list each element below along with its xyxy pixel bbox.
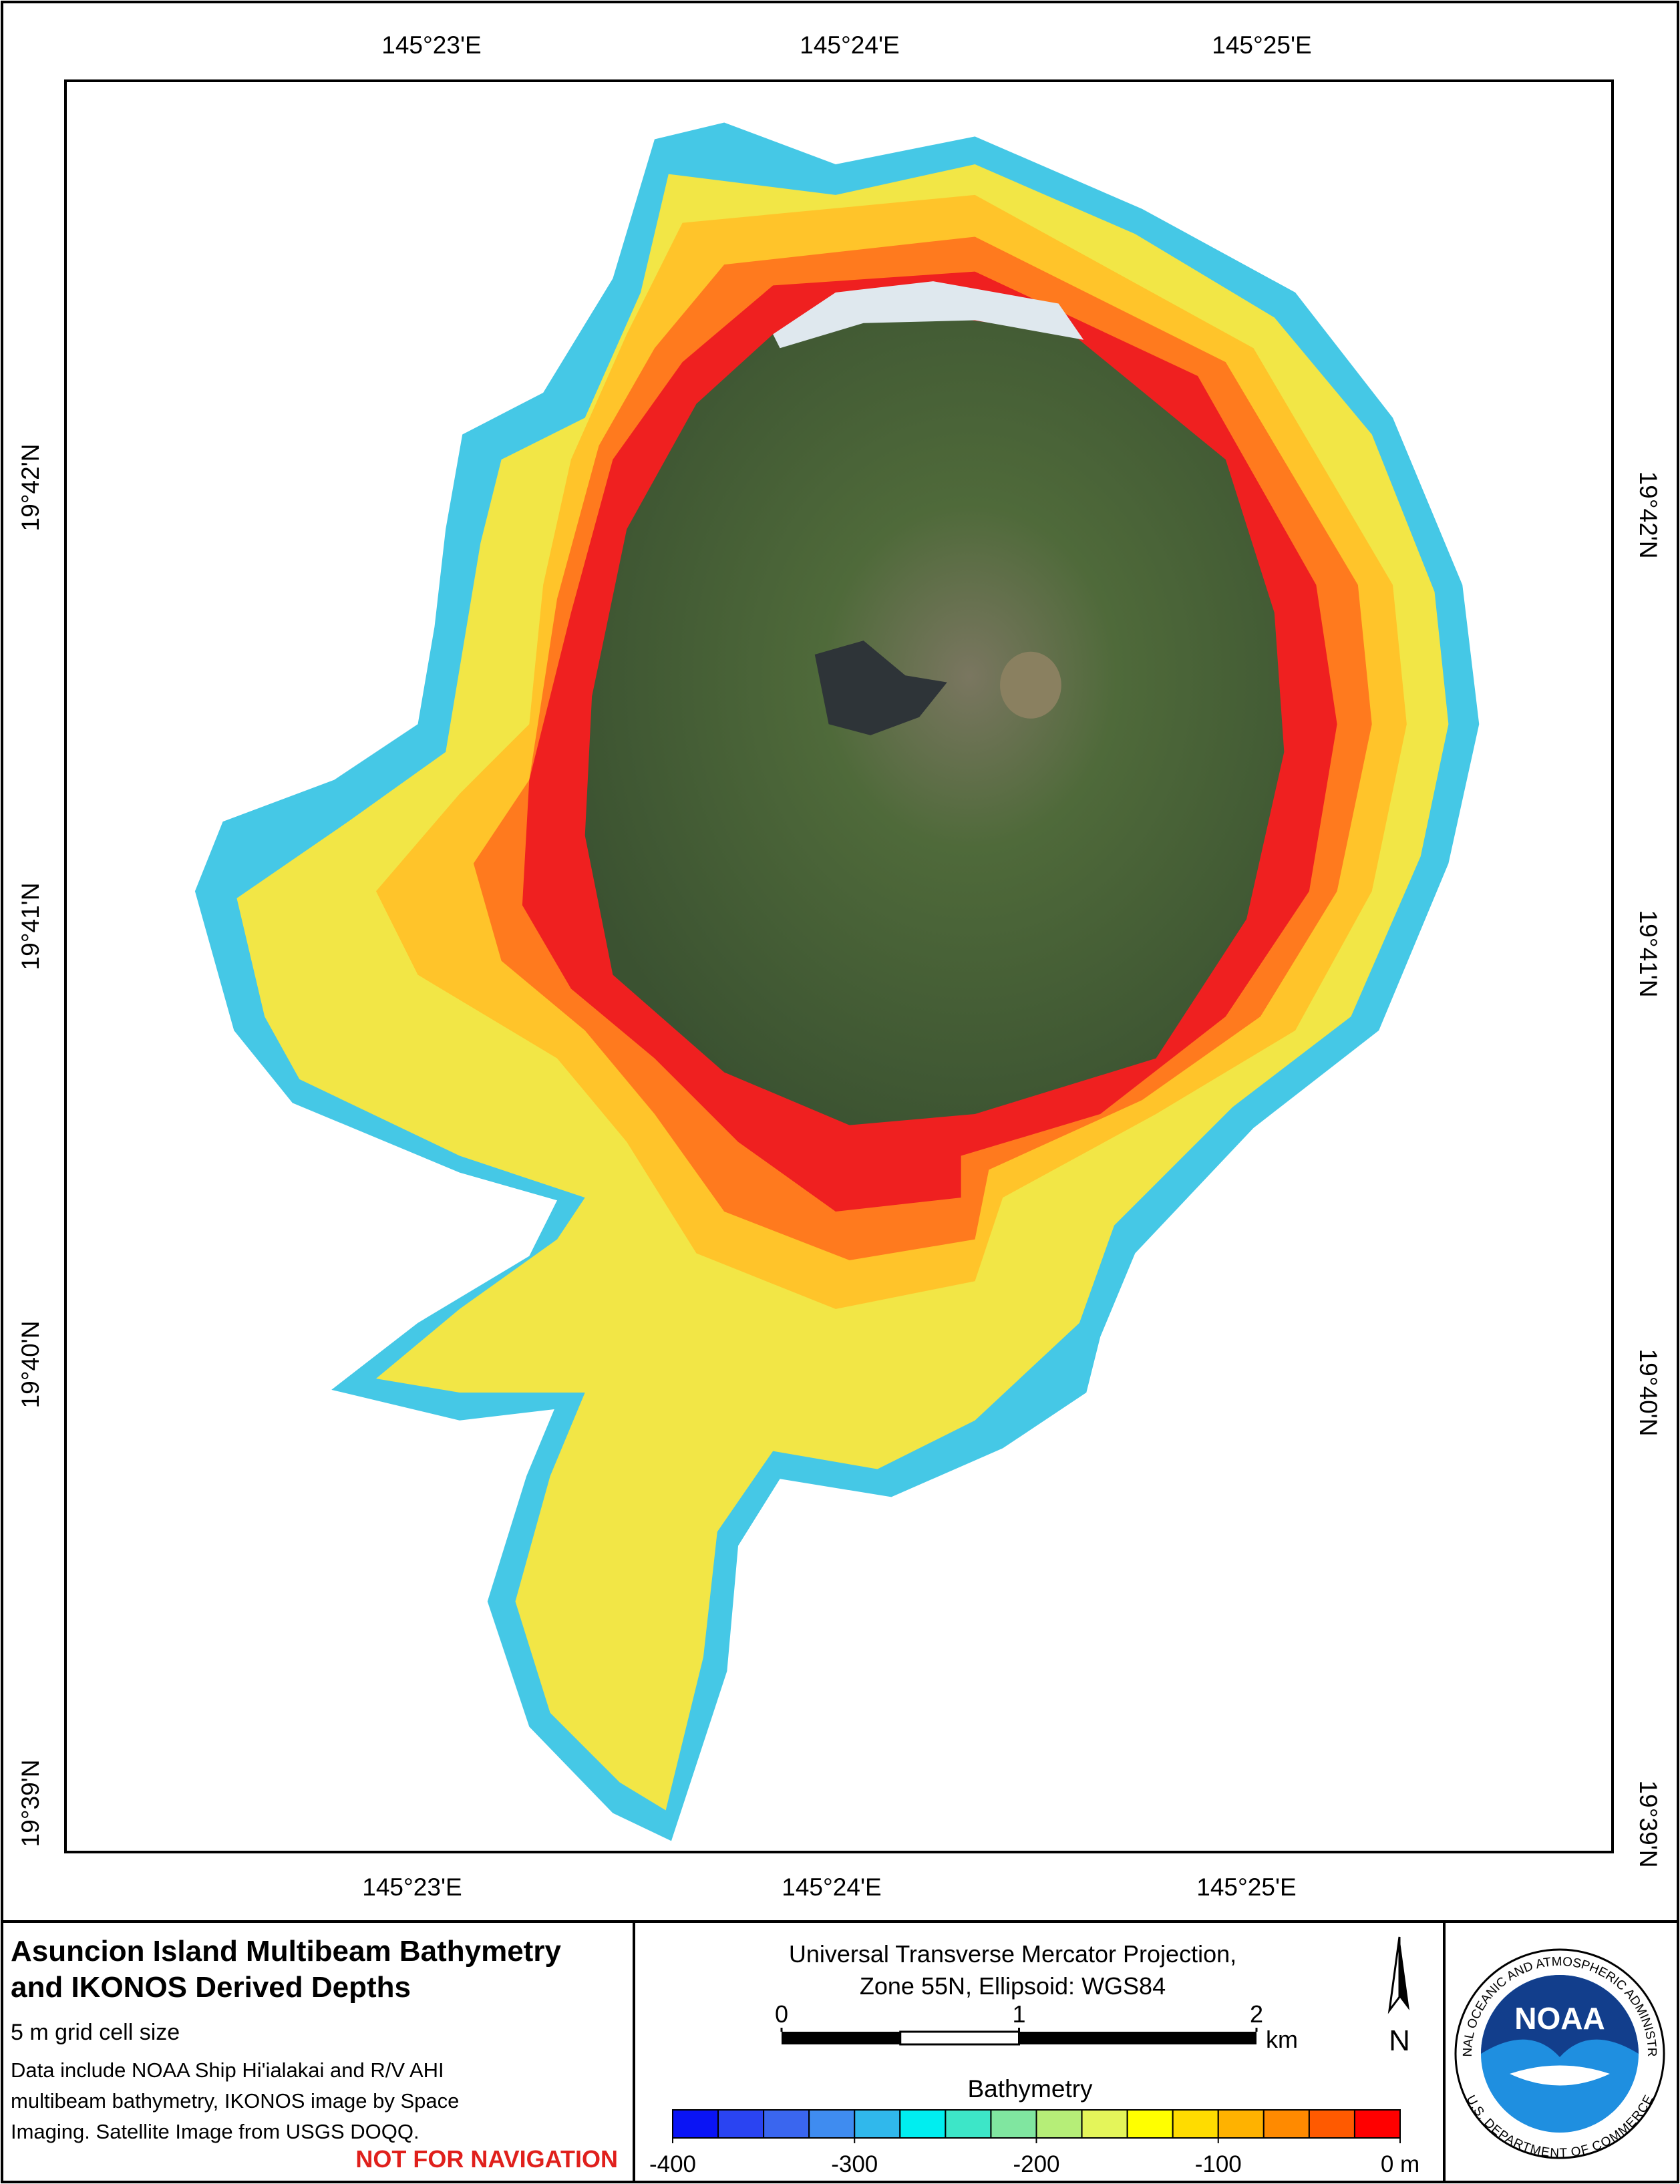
legend-swatch xyxy=(808,2109,856,2139)
legend-swatch xyxy=(1353,2109,1401,2139)
legend-swatch xyxy=(1035,2109,1083,2139)
legend-swatch xyxy=(1217,2109,1265,2139)
scale-label: 2 xyxy=(1250,2000,1263,2028)
scale-segment xyxy=(899,2030,1020,2046)
scale-label: 1 xyxy=(1012,2000,1025,2028)
north-arrow: N xyxy=(1387,1936,1410,2057)
summit xyxy=(1000,651,1061,719)
legend-tick-label: -100 xyxy=(1195,2151,1242,2177)
surf xyxy=(773,281,1084,349)
legend-tick-label: -300 xyxy=(831,2151,878,2177)
legend-swatch xyxy=(1172,2109,1219,2139)
bottom-label: 145°23'E xyxy=(362,1873,462,1901)
note: Data include NOAA Ship Hi'ialakai and R/… xyxy=(11,2058,444,2082)
legend-swatch xyxy=(1081,2109,1128,2139)
legend-swatch xyxy=(899,2109,947,2139)
left-label: 19°40'N xyxy=(17,1321,44,1409)
graticule-labels: 145°23'E 145°24'E 145°25'E 145°23'E 145°… xyxy=(17,31,1662,1901)
legend-swatch xyxy=(1263,2109,1310,2139)
legend-swatch xyxy=(1126,2109,1174,2139)
bottom-label: 145°25'E xyxy=(1196,1873,1296,1901)
legend-swatch xyxy=(763,2109,810,2139)
projection-line: Universal Transverse Mercator Projection… xyxy=(789,1940,1236,1968)
legend-title: Bathymetry xyxy=(967,2075,1093,2103)
legend-swatch xyxy=(672,2109,719,2139)
legend-swatch xyxy=(990,2109,1037,2139)
legend-swatch xyxy=(717,2109,765,2139)
title: and IKONOS Derived Depths xyxy=(11,1971,411,2004)
crater-lake xyxy=(814,641,947,735)
right-label: 19°41'N xyxy=(1635,910,1662,998)
right-label: 19°40'N xyxy=(1635,1349,1662,1437)
top-label: 145°24'E xyxy=(800,31,899,59)
note: Imaging. Satellite Image from USGS DOQQ. xyxy=(11,2120,419,2143)
legend-swatch xyxy=(945,2109,992,2139)
top-label: 145°25'E xyxy=(1212,31,1311,59)
logo-bird xyxy=(1510,2065,1610,2086)
right-label: 19°42'N xyxy=(1635,472,1662,559)
legend-tick-label: -200 xyxy=(1013,2151,1059,2177)
title: Asuncion Island Multibeam Bathymetry xyxy=(11,1935,561,1968)
top-label: 145°23'E xyxy=(381,31,481,59)
north-label: N xyxy=(1389,2024,1410,2057)
arrow xyxy=(1399,1937,1409,2010)
scale-segment xyxy=(1019,2032,1256,2044)
subtitle: 5 m grid cell size xyxy=(11,2020,180,2045)
bottom-label: 145°24'E xyxy=(782,1873,881,1901)
arrow xyxy=(1387,1936,1401,2014)
title-panel: Asuncion Island Multibeam Bathymetry and… xyxy=(11,1935,618,2173)
scale-unit: km xyxy=(1266,2026,1298,2053)
scale-segment xyxy=(782,2032,900,2044)
scale-label: 0 xyxy=(775,2000,788,2028)
logo-sky xyxy=(1481,1975,1639,2057)
logo-name: NOAA xyxy=(1514,2001,1605,2036)
note: multibeam bathymetry, IKONOS image by Sp… xyxy=(11,2089,459,2113)
legend-swatch xyxy=(1308,2109,1355,2139)
warning: NOT FOR NAVIGATION xyxy=(355,2145,618,2173)
map-image xyxy=(194,122,1480,1841)
left-label: 19°42'N xyxy=(17,444,44,532)
left-label: 19°39'N xyxy=(17,1760,44,1847)
legend-swatch xyxy=(854,2109,901,2139)
island xyxy=(584,309,1285,1125)
projection: Universal Transverse Mercator Projection… xyxy=(789,1940,1236,2000)
left-label: 19°41'N xyxy=(17,883,44,970)
projection-line: Zone 55N, Ellipsoid: WGS84 xyxy=(860,1972,1166,2000)
legend-tick-label: -400 xyxy=(649,2151,696,2177)
right-label: 19°39'N xyxy=(1635,1781,1662,1868)
legend-tick-label: 0 m xyxy=(1381,2151,1419,2177)
